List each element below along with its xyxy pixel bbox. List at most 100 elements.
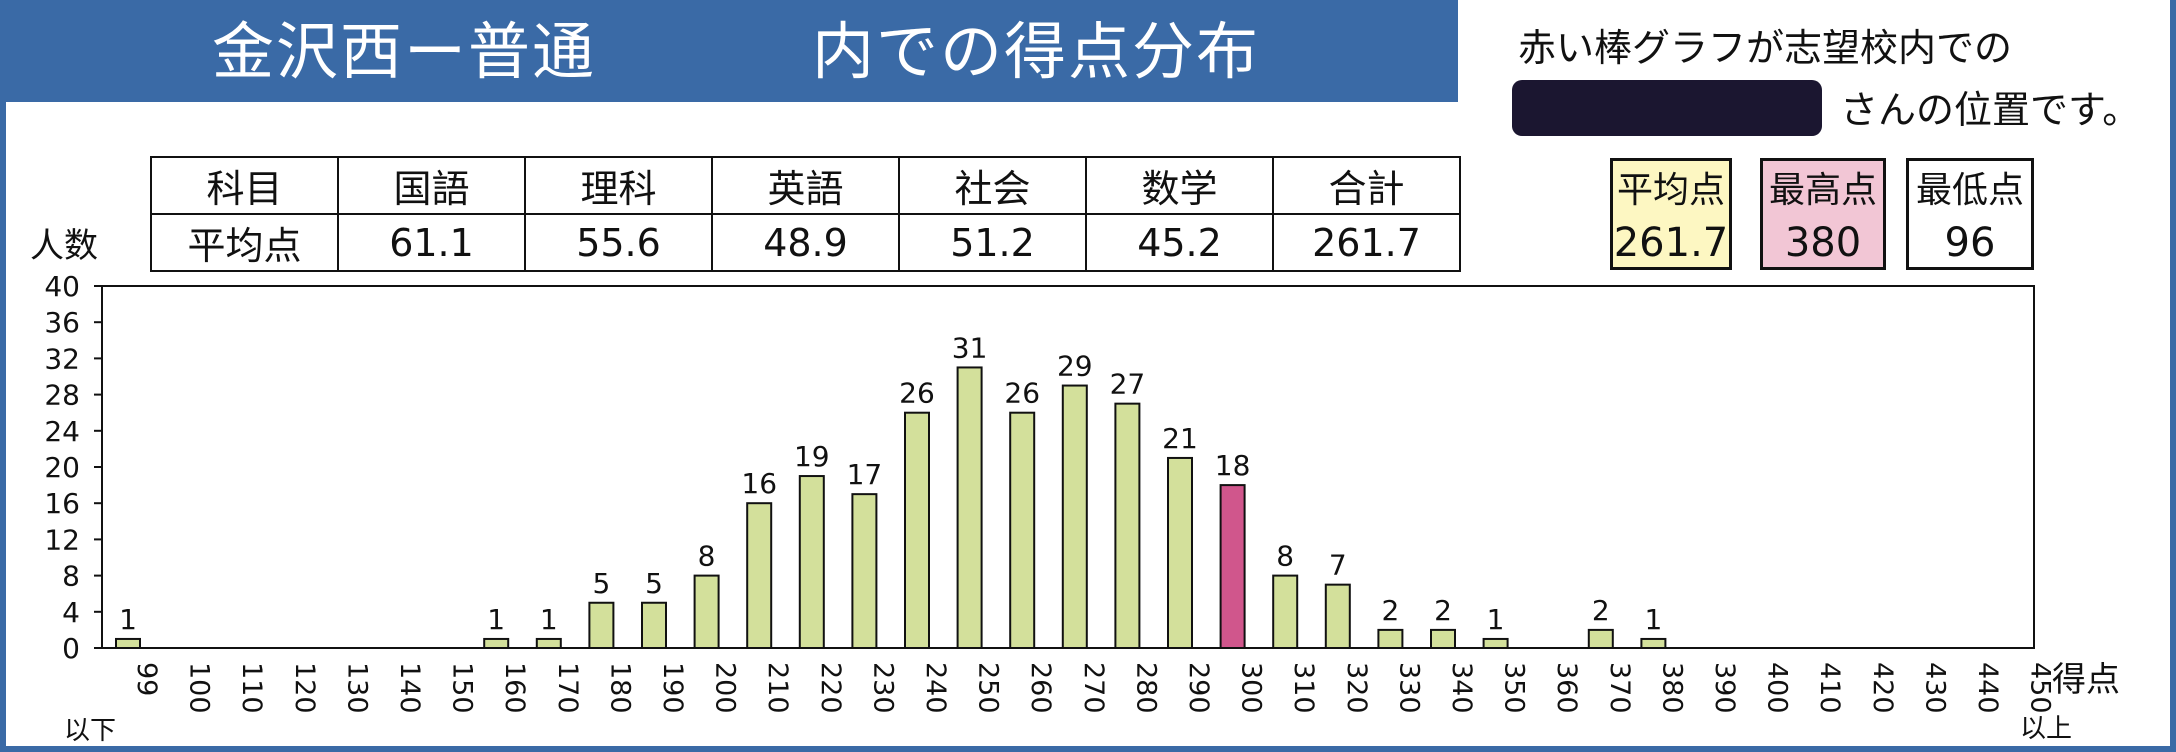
bar-value-label: 2 <box>1592 594 1610 627</box>
subject-average: 45.2 <box>1085 213 1274 272</box>
x-tick-label: 220 <box>815 662 846 714</box>
x-tick-label: 330 <box>1393 662 1424 714</box>
bar <box>904 411 930 650</box>
note-line-2: さんの位置です。 <box>1840 88 2141 132</box>
x-tick-label: 340 <box>1446 662 1477 714</box>
bar-value-label: 26 <box>1004 377 1040 410</box>
x-tick-label: 130 <box>341 662 372 714</box>
x-tick-label: 160 <box>499 662 530 714</box>
table-average-row: 平均点 61.1 55.6 48.9 51.2 45.2 261.7 <box>150 213 1461 272</box>
y-tick-label: 24 <box>44 415 80 448</box>
x-tick-label: 100 <box>184 662 215 714</box>
x-tick-label: 370 <box>1604 662 1635 714</box>
x-tick-label: 280 <box>1130 662 1161 714</box>
x-tick-label: 190 <box>657 662 688 714</box>
x-tick-label: 110 <box>236 662 267 714</box>
average-score-box: 平均点 261.7 <box>1610 158 1732 270</box>
x-tick-label: 170 <box>552 662 583 714</box>
bar <box>1009 411 1036 650</box>
x-tick-label: 270 <box>1078 662 1109 714</box>
x-tick-label: 290 <box>1183 662 1214 714</box>
x-tick-label: 150 <box>447 662 478 714</box>
bar-value-label: 2 <box>1381 594 1399 627</box>
x-tick-label: 350 <box>1499 662 1530 714</box>
bar-value-label: 5 <box>645 567 663 600</box>
bar-value-label: 29 <box>1057 350 1093 383</box>
y-tick-label: 16 <box>44 487 80 520</box>
y-tick-label: 0 <box>62 632 80 665</box>
y-axis-label: 人数 <box>30 226 98 266</box>
x-axis-above-label: 以上 <box>2020 714 2073 744</box>
bar <box>1114 402 1141 649</box>
average-score-value: 261.7 <box>1613 220 1729 266</box>
subject-name: 英語 <box>711 156 900 215</box>
x-tick-label: 230 <box>867 662 898 714</box>
subject-average: 61.1 <box>337 213 526 272</box>
max-score-label: 最高点 <box>1768 170 1877 211</box>
bar-value-label: 1 <box>540 603 558 636</box>
bar <box>1430 628 1456 650</box>
bar-value-label: 1 <box>1644 603 1662 636</box>
x-tick-label: 260 <box>1025 662 1056 714</box>
y-tick-label: 28 <box>44 379 80 412</box>
title-distribution: 内での得点分布 <box>812 15 1261 88</box>
bar-value-label: 8 <box>1276 540 1294 573</box>
x-tick-label: 420 <box>1867 662 1898 714</box>
max-score-value: 380 <box>1784 220 1862 266</box>
y-tick-label: 8 <box>62 560 80 593</box>
subject-name: 社会 <box>898 156 1087 215</box>
bar <box>641 601 667 649</box>
bar-value-label: 2 <box>1434 594 1452 627</box>
x-tick-label: 210 <box>762 662 793 714</box>
y-tick-label: 40 <box>44 270 80 303</box>
bar-value-label: 7 <box>1329 549 1347 582</box>
title-school: 金沢西ー普通 <box>212 15 597 88</box>
bar <box>851 493 878 649</box>
subject-average: 55.6 <box>524 213 713 272</box>
bar-value-label: 18 <box>1215 449 1251 482</box>
redaction-mark <box>1512 80 1822 136</box>
x-tick-label: 410 <box>1814 662 1845 714</box>
bar <box>693 574 720 649</box>
bar <box>1482 637 1509 650</box>
average-score-label: 平均点 <box>1616 170 1725 211</box>
subject-average: 48.9 <box>711 213 900 272</box>
x-tick-label: 360 <box>1551 662 1582 714</box>
subject-average-table: 科目 国語 理科 英語 社会 数学 合計 平均点 61.1 55.6 48.9 … <box>150 156 1461 272</box>
subject-name: 合計 <box>1272 156 1461 215</box>
y-tick-label: 4 <box>62 596 80 629</box>
x-axis-below-label: 以下 <box>64 716 117 746</box>
bar <box>1640 637 1667 650</box>
x-tick-label: 310 <box>1288 662 1319 714</box>
bar <box>483 637 510 650</box>
bar <box>588 601 615 649</box>
bar-value-label: 5 <box>592 567 610 600</box>
x-tick-label: 320 <box>1341 662 1372 714</box>
subject-average: 51.2 <box>898 213 1087 272</box>
y-tick-label: 32 <box>44 342 80 375</box>
bar <box>1219 484 1246 649</box>
table-header-row: 科目 国語 理科 英語 社会 数学 合計 <box>150 156 1461 215</box>
max-score-box: 最高点 380 <box>1760 158 1886 270</box>
bar-value-label: 8 <box>698 540 716 573</box>
x-tick-label: 300 <box>1236 662 1267 714</box>
subject-name: 理科 <box>524 156 713 215</box>
x-tick-label: 200 <box>710 662 741 714</box>
bar <box>1167 456 1193 650</box>
subject-average: 261.7 <box>1272 213 1461 272</box>
x-tick-label: 250 <box>973 662 1004 714</box>
bar-value-label: 1 <box>1487 603 1505 636</box>
x-tick-label: 390 <box>1709 662 1740 714</box>
x-tick-label: 140 <box>394 662 425 714</box>
x-tick-label: 430 <box>1919 662 1950 714</box>
x-tick-label: 240 <box>920 662 951 714</box>
bar <box>1272 574 1299 649</box>
bar-value-label: 31 <box>952 331 988 364</box>
bar <box>1587 628 1614 650</box>
bar <box>1061 384 1088 649</box>
x-tick-label: 99 <box>131 662 162 696</box>
bar <box>798 475 825 649</box>
note-line-1: 赤い棒グラフが志望校内での <box>1518 26 2013 70</box>
x-tick-label: 450 <box>2025 662 2056 714</box>
x-axis-label: 得点 <box>2052 660 2120 700</box>
